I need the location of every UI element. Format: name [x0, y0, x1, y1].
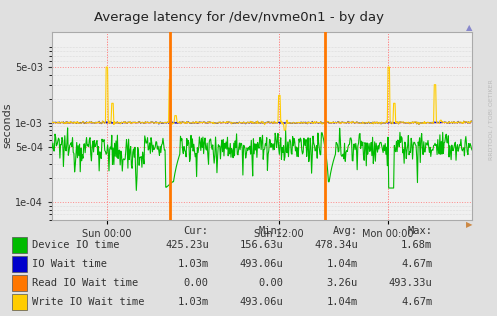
Text: 1.04m: 1.04m	[327, 297, 358, 307]
FancyBboxPatch shape	[12, 294, 27, 310]
Text: Avg:: Avg:	[333, 226, 358, 236]
FancyBboxPatch shape	[12, 256, 27, 272]
Text: 493.06u: 493.06u	[240, 297, 283, 307]
Text: Read IO Wait time: Read IO Wait time	[32, 278, 139, 288]
Text: Cur:: Cur:	[184, 226, 209, 236]
Y-axis label: seconds: seconds	[2, 103, 12, 148]
Text: 156.63u: 156.63u	[240, 240, 283, 250]
Text: 0.00: 0.00	[258, 278, 283, 288]
Text: 4.67m: 4.67m	[401, 259, 432, 269]
Text: Device IO time: Device IO time	[32, 240, 120, 250]
Text: 4.67m: 4.67m	[401, 297, 432, 307]
Text: 3.26u: 3.26u	[327, 278, 358, 288]
Text: 478.34u: 478.34u	[314, 240, 358, 250]
FancyBboxPatch shape	[12, 237, 27, 253]
Text: Max:: Max:	[408, 226, 432, 236]
Text: 1.04m: 1.04m	[327, 259, 358, 269]
Text: Write IO Wait time: Write IO Wait time	[32, 297, 145, 307]
Text: ▶: ▶	[466, 220, 472, 228]
Text: Average latency for /dev/nvme0n1 - by day: Average latency for /dev/nvme0n1 - by da…	[93, 11, 384, 24]
Text: ▲: ▲	[466, 23, 472, 32]
Text: 493.33u: 493.33u	[389, 278, 432, 288]
Text: 493.06u: 493.06u	[240, 259, 283, 269]
Text: 425.23u: 425.23u	[165, 240, 209, 250]
Text: 1.03m: 1.03m	[177, 259, 209, 269]
Text: Min:: Min:	[258, 226, 283, 236]
Text: 0.00: 0.00	[184, 278, 209, 288]
Text: 1.03m: 1.03m	[177, 297, 209, 307]
FancyBboxPatch shape	[12, 275, 27, 291]
Text: RRDTOOL / TOBI OETIKER: RRDTOOL / TOBI OETIKER	[489, 80, 494, 161]
Text: 1.68m: 1.68m	[401, 240, 432, 250]
Text: IO Wait time: IO Wait time	[32, 259, 107, 269]
